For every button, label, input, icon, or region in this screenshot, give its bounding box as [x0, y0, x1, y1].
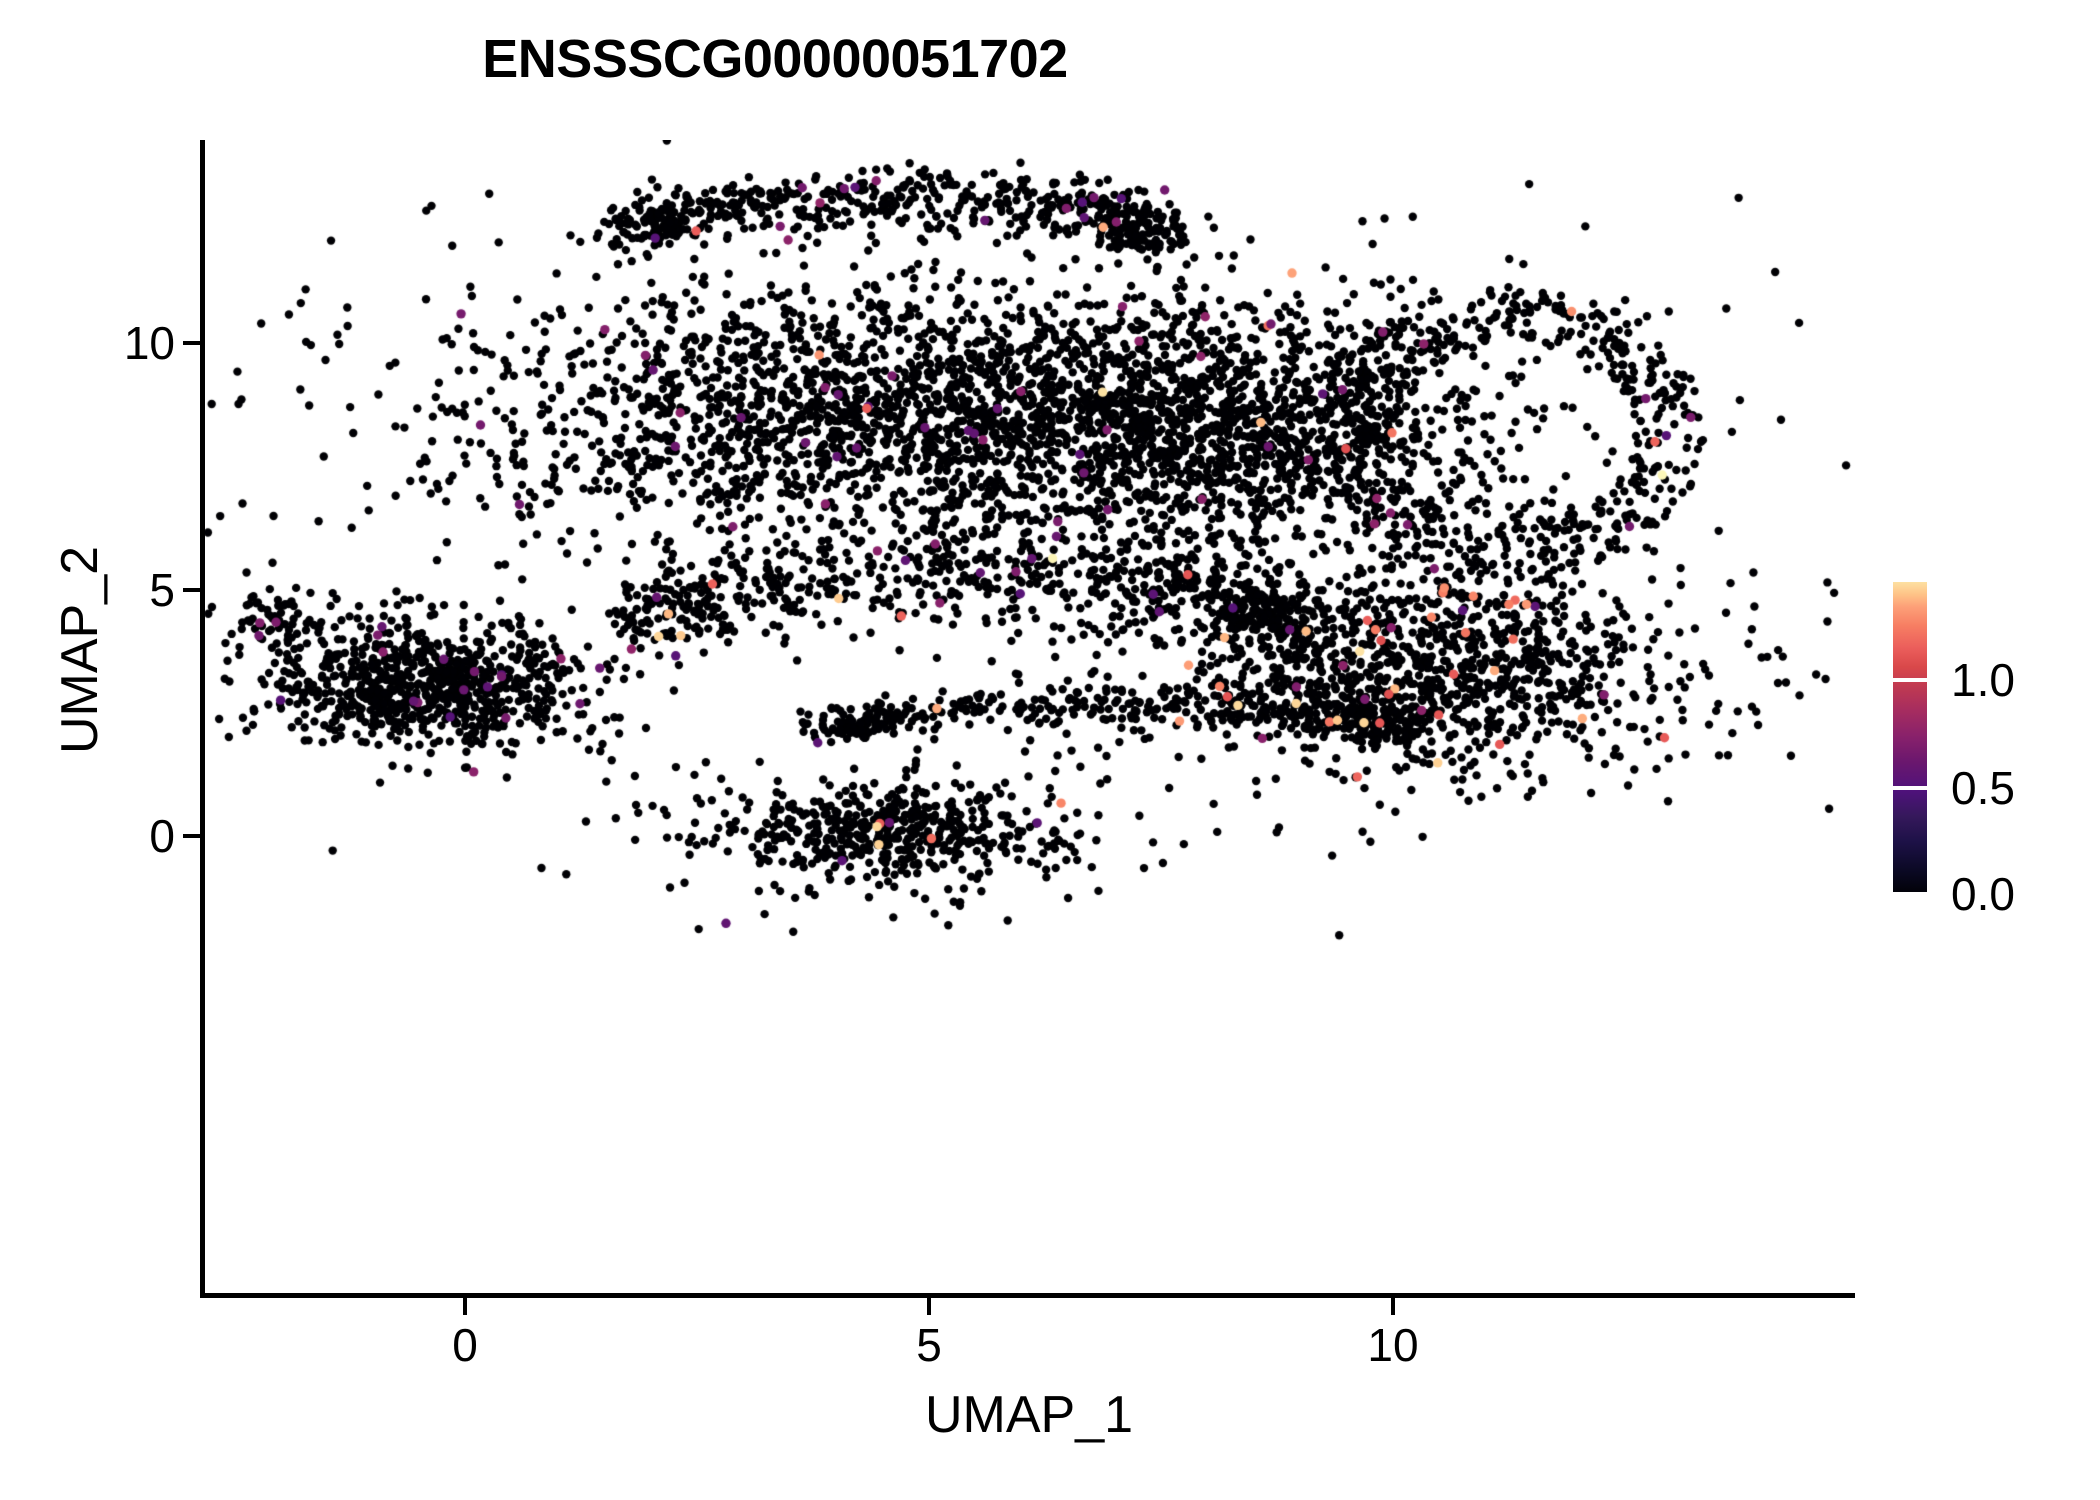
x-axis-title: UMAP_1 — [924, 1386, 1134, 1444]
page-title: ENSSSCG00000051702 — [482, 29, 1068, 89]
color-legend: 1.0 0.5 0.0 — [1893, 578, 2093, 920]
x-tick-label-0: 0 — [452, 1319, 478, 1371]
colorbar-tick-0.0 — [1893, 892, 1927, 896]
y-axis-title: UMAP_2 — [51, 545, 109, 755]
colorbar-tick-1.0 — [1893, 678, 1927, 682]
x-tick-label-5: 5 — [916, 1319, 942, 1371]
y-tick-label-10: 10 — [123, 317, 175, 369]
plot-panel — [203, 140, 1855, 1295]
x-tick-label-10: 10 — [1367, 1319, 1419, 1371]
y-tick-label-5: 5 — [149, 563, 175, 616]
colorbar-label-3: 0.0 — [1951, 868, 2015, 920]
x-tick-5 — [927, 1298, 931, 1315]
colorbar-tick-0.5 — [1893, 786, 1927, 790]
colorbar-label-2: 0.5 — [1951, 762, 2015, 814]
scatter-points-layer — [203, 140, 1855, 1295]
colorbar-label-1: 1.0 — [1951, 654, 2015, 706]
colorbar-gradient — [1893, 578, 1927, 896]
colorbar-tick-top — [1893, 578, 1927, 582]
y-axis-line — [200, 140, 205, 1298]
x-tick-0 — [463, 1298, 467, 1315]
x-axis-line — [200, 1293, 1855, 1298]
y-tick-label-0: 0 — [149, 810, 175, 862]
y-tick-0 — [183, 834, 200, 838]
y-tick-5 — [183, 587, 200, 592]
y-tick-10 — [183, 341, 200, 345]
x-tick-10 — [1391, 1298, 1395, 1315]
